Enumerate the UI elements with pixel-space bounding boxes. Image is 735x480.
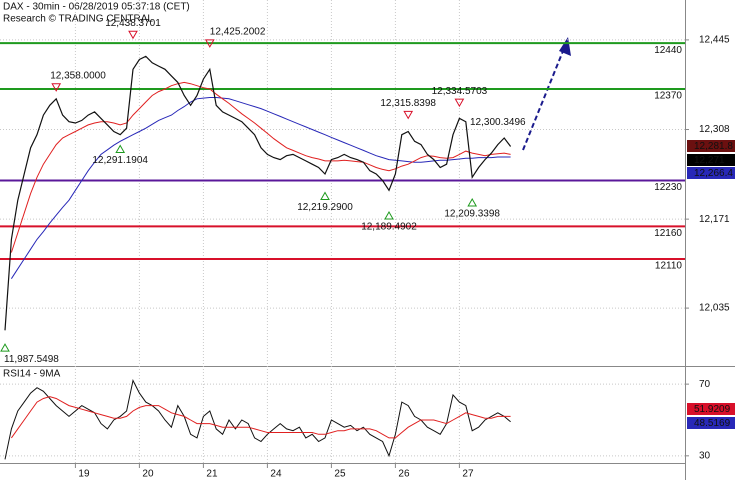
level-label: 12110 — [655, 261, 683, 272]
level-label: 12230 — [654, 182, 682, 193]
chart-subtitle: Research © TRADING CENTRAL — [3, 14, 153, 25]
last-value-box — [687, 154, 735, 166]
x-tick-label: 26 — [398, 469, 410, 480]
trough-marker — [384, 211, 394, 220]
level-label: 12160 — [654, 228, 682, 239]
y-tick-label: 12,445 — [699, 35, 730, 46]
level-label: 12440 — [654, 45, 682, 56]
price-line — [4, 55, 512, 331]
rsi-line — [4, 379, 511, 460]
chart-title: DAX - 30min - 06/28/2019 05:37:18 (CET) — [3, 2, 190, 13]
peak-marker — [204, 39, 215, 48]
x-tick-label: 19 — [78, 469, 90, 480]
trough-marker — [115, 144, 126, 154]
y-tick-label: 30 — [699, 450, 711, 461]
rsi-title: RSI14 - 9MA — [3, 369, 61, 380]
peak-marker — [128, 30, 138, 40]
trough-label: 11,987.5498 — [4, 354, 59, 365]
level-label: 12370 — [654, 91, 682, 102]
trough-marker — [467, 198, 478, 207]
peak-label: 12,334.5703 — [432, 86, 488, 97]
note-label: 12,300.3496 — [470, 117, 526, 128]
x-tick-label: 21 — [206, 469, 218, 480]
y-tick-label: 70 — [699, 379, 711, 390]
last-value-box — [687, 167, 735, 179]
trough-label: 12,291.1904 — [92, 155, 148, 166]
peak-marker — [51, 83, 62, 92]
forecast-arrow — [522, 37, 571, 151]
peak-label: 12,358.0000 — [50, 70, 106, 81]
rsi-line — [10, 396, 511, 439]
peak-marker — [454, 98, 465, 108]
peak-label: 12,438.3701 — [105, 18, 161, 29]
x-tick-label: 25 — [334, 469, 346, 480]
last-value-label: 12,271 — [694, 155, 725, 166]
last-value-label: 48.5169 — [694, 418, 731, 429]
arrow-shaft — [522, 45, 566, 151]
last-value-label: 51.9209 — [694, 404, 731, 415]
last-value-box — [687, 403, 735, 415]
moving-average — [10, 97, 511, 279]
trough-label: 12,189.4902 — [361, 222, 417, 233]
y-tick-label: 12,035 — [699, 303, 730, 314]
trough-marker — [0, 343, 10, 352]
trough-label: 12,219.2900 — [297, 202, 353, 213]
last-value-label: 12,266.4 — [694, 168, 733, 179]
peak-marker — [403, 110, 414, 120]
peak-label: 12,315.8398 — [380, 98, 436, 109]
x-tick-label: 27 — [462, 469, 474, 480]
peak-label: 12,425.2002 — [210, 26, 266, 37]
last-value-box — [687, 140, 735, 152]
trough-marker — [320, 191, 330, 201]
y-tick-label: 12,171 — [699, 214, 730, 225]
moving-average — [10, 81, 511, 253]
arrow-head — [559, 37, 571, 56]
last-value-label: 12,281.8 — [694, 141, 733, 152]
last-value-box — [687, 417, 735, 429]
trough-label: 12,209.3398 — [444, 209, 500, 220]
x-tick-label: 24 — [270, 469, 282, 480]
y-tick-label: 12,308 — [699, 124, 730, 135]
x-tick-label: 20 — [142, 469, 154, 480]
